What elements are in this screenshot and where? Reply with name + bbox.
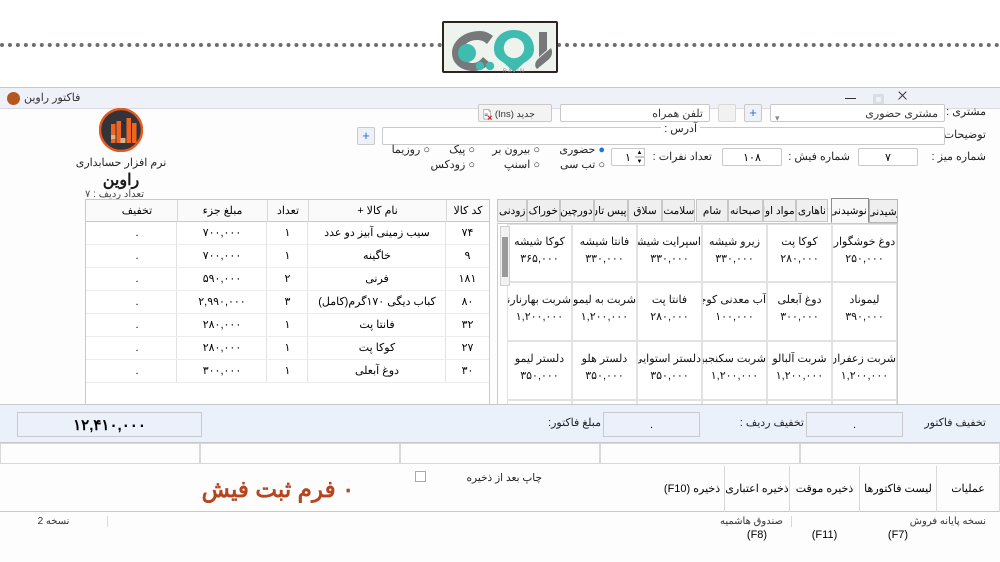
svg-text:RAVIN: RAVIN: [503, 69, 525, 75]
